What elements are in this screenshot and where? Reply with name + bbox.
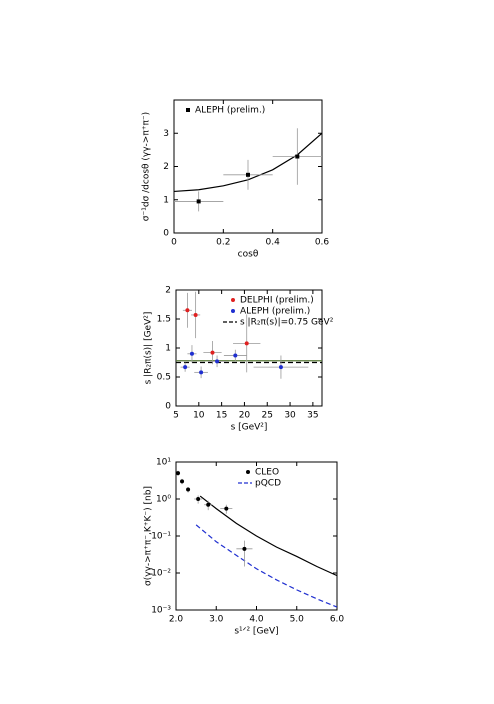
marker bbox=[196, 497, 201, 501]
x-tick-label: 5.0 bbox=[290, 615, 305, 625]
x-tick-label: 4.0 bbox=[249, 615, 264, 625]
legend-label: pQCD bbox=[255, 479, 281, 489]
marker bbox=[189, 351, 194, 356]
marker bbox=[224, 506, 229, 511]
x-tick-label: 0.4 bbox=[266, 238, 281, 248]
x-tick-label: 15 bbox=[216, 411, 227, 421]
y-tick-label: 10⁻² bbox=[151, 569, 171, 579]
legend-marker bbox=[246, 470, 250, 474]
y-tick-label: 1.5 bbox=[157, 315, 171, 325]
x-tick-label: 2.0 bbox=[169, 615, 184, 625]
marker bbox=[199, 370, 204, 375]
y-tick-label: 10⁰ bbox=[156, 495, 171, 505]
x-tick-label: 20 bbox=[239, 411, 251, 421]
curve bbox=[195, 524, 337, 608]
legend-label: DELPHI (prelim.) bbox=[240, 296, 314, 306]
x-tick-label: 25 bbox=[262, 411, 273, 421]
y-tick-label: 10⁻¹ bbox=[151, 532, 171, 542]
x-tick-label: 0 bbox=[171, 238, 177, 248]
legend-marker bbox=[231, 298, 235, 302]
marker bbox=[210, 350, 215, 355]
x-tick-label: 5 bbox=[173, 411, 179, 421]
legend-marker bbox=[231, 309, 235, 313]
curve bbox=[199, 495, 337, 577]
x-tick-label: 10 bbox=[193, 411, 205, 421]
x-tick-label: 6.0 bbox=[330, 615, 345, 625]
x-axis-label: s [GeV²] bbox=[231, 423, 268, 433]
y-axis-label: σ⁻¹dσ /dcosθ (γγ->π⁺π⁻) bbox=[142, 112, 152, 221]
y-tick-label: 2 bbox=[165, 286, 171, 296]
marker bbox=[183, 365, 188, 370]
marker bbox=[186, 487, 191, 492]
marker bbox=[180, 479, 185, 484]
x-tick-label: 35 bbox=[307, 411, 318, 421]
plot-area bbox=[174, 128, 322, 212]
legend-marker bbox=[186, 108, 190, 112]
x-tick-label: 0.6 bbox=[315, 238, 330, 248]
y-tick-label: 0.5 bbox=[157, 373, 171, 383]
legend-label: CLEO bbox=[255, 468, 279, 478]
x-axis-label: s¹ᐟ² [GeV] bbox=[234, 627, 278, 637]
marker bbox=[185, 308, 190, 313]
marker bbox=[233, 353, 238, 358]
y-tick-label: 1 bbox=[163, 195, 169, 205]
x-tick-label: 3.0 bbox=[209, 615, 224, 625]
y-tick-label: 3 bbox=[163, 129, 169, 139]
marker bbox=[278, 365, 283, 370]
marker bbox=[242, 546, 247, 551]
y-tick-label: 10⁻³ bbox=[151, 606, 171, 616]
marker bbox=[206, 502, 211, 507]
y-tick-label: 1 bbox=[165, 344, 171, 354]
x-axis-label: cosθ bbox=[238, 250, 259, 260]
y-axis-label: σ(γγ->π⁺π⁻,K⁺K⁻) [nb] bbox=[144, 486, 154, 586]
plot-area bbox=[176, 470, 337, 608]
y-tick-label: 0 bbox=[163, 229, 169, 239]
marker bbox=[176, 471, 181, 476]
marker bbox=[196, 199, 201, 204]
legend-label: s |R₂π(s)|=0.75 GeV² bbox=[240, 318, 334, 328]
plot-area bbox=[176, 291, 322, 379]
marker bbox=[244, 341, 249, 346]
y-tick-label: 2 bbox=[163, 162, 169, 172]
x-tick-label: 30 bbox=[284, 411, 296, 421]
marker bbox=[246, 172, 250, 177]
y-tick-label: 0 bbox=[165, 402, 171, 412]
marker bbox=[215, 359, 220, 364]
marker bbox=[295, 154, 300, 159]
marker bbox=[193, 312, 198, 317]
x-tick-label: 0.2 bbox=[216, 238, 230, 248]
legend-label: ALEPH (prelim.) bbox=[195, 106, 265, 116]
y-tick-label: 10¹ bbox=[156, 458, 171, 468]
legend-label: ALEPH (prelim.) bbox=[240, 307, 310, 317]
y-axis-label: s |R₂π(s)| [GeV²] bbox=[144, 312, 154, 385]
